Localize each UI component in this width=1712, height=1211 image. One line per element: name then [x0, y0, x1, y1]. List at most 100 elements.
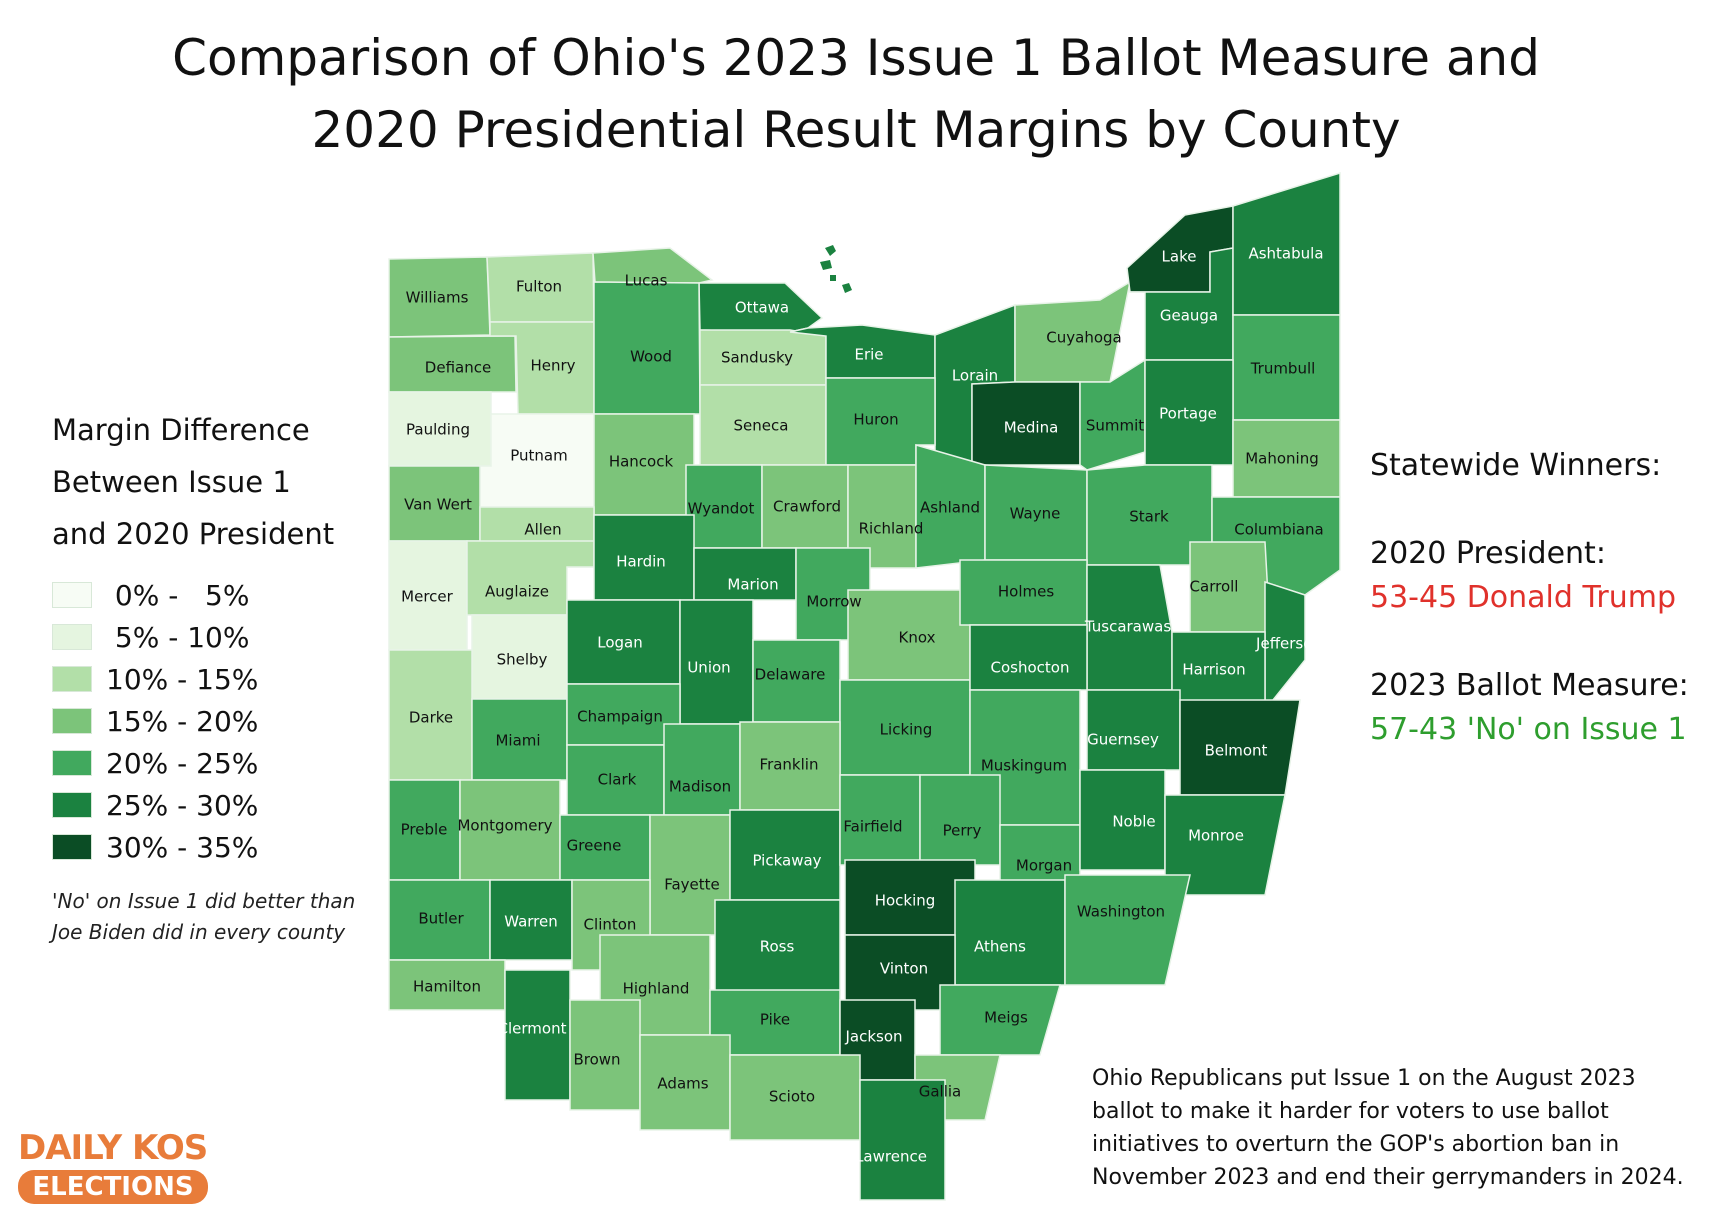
title-line-1: Comparison of Ohio's 2023 Issue 1 Ballot… [172, 29, 1540, 87]
county-label-miami: Miami [495, 732, 540, 750]
county-label-shelby: Shelby [497, 651, 548, 669]
county-label-carroll: Carroll [1190, 578, 1239, 596]
legend-item: 15% - 20% [52, 700, 372, 742]
county-label-vinton: Vinton [880, 960, 928, 978]
legend-label: 20% - 25% [106, 746, 259, 780]
county-label-lucas: Lucas [625, 272, 668, 290]
county-label-harrison: Harrison [1182, 661, 1245, 679]
county-jefferson [1264, 580, 1306, 713]
county-label-huron: Huron [853, 411, 898, 429]
county-label-medina: Medina [1004, 419, 1059, 437]
county-label-lorain: Lorain [952, 367, 998, 385]
legend-note-line: 'No' on Issue 1 did better than [52, 889, 356, 913]
county-lawrence [859, 1079, 946, 1201]
county-label-putnam: Putnam [510, 447, 567, 465]
county-label-hamilton: Hamilton [413, 978, 481, 996]
county-athens [954, 879, 1066, 986]
legend-swatch [52, 708, 92, 734]
county-layer [388, 171, 1341, 1201]
county-monroe [1164, 794, 1286, 896]
county-label-stark: Stark [1129, 508, 1169, 526]
county-label-richland: Richland [859, 520, 924, 538]
legend-label: 0% - 5% [106, 578, 250, 612]
county-label-clark: Clark [598, 771, 637, 789]
county-label-ashland: Ashland [920, 499, 980, 517]
county-label-delaware: Delaware [755, 666, 826, 684]
county-label-ross: Ross [760, 938, 795, 956]
county-label-fayette: Fayette [664, 876, 720, 894]
footnote-line: ballot to make it harder for voters to u… [1092, 1099, 1609, 1124]
county-label-noble: Noble [1112, 813, 1155, 831]
county-label-columbiana: Columbiana [1234, 521, 1324, 539]
county-label-wayne: Wayne [1010, 505, 1061, 523]
county-label-logan: Logan [597, 634, 643, 652]
county-label-athens: Athens [974, 938, 1026, 956]
footnote-line: Ohio Republicans put Issue 1 on the Augu… [1092, 1066, 1636, 1091]
legend-title: Margin Difference Between Issue 1 and 20… [52, 404, 372, 560]
county-label-scioto: Scioto [769, 1088, 815, 1106]
legend-label: 5% - 10% [106, 620, 250, 654]
county-coshocton [969, 624, 1088, 691]
county-lucas [592, 247, 714, 284]
county-label-sandusky: Sandusky [721, 349, 793, 367]
county-label-fulton: Fulton [516, 278, 562, 296]
county-label-pike: Pike [760, 1011, 790, 1029]
county-label-clermont: Clermont [498, 1020, 567, 1038]
county-label-meigs: Meigs [984, 1009, 1028, 1027]
county-label-washington: Washington [1077, 903, 1165, 921]
county-label-fairfield: Fairfield [843, 818, 902, 836]
county-label-preble: Preble [401, 821, 448, 839]
president-result: 53-45 Donald Trump [1370, 580, 1677, 615]
legend-item: 10% - 15% [52, 658, 372, 700]
county-label-knox: Knox [899, 629, 936, 647]
county-label-summit: Summit [1086, 417, 1144, 435]
county-label-layer: Williams Fulton Lucas Ottawa Defiance Henry Wo… [401, 245, 1324, 1166]
legend-swatch [52, 834, 92, 860]
county-label-wyandot: Wyandot [688, 500, 755, 518]
legend-swatch [52, 792, 92, 818]
county-label-butler: Butler [418, 910, 464, 928]
county-label-paulding: Paulding [406, 421, 470, 439]
county-label-hancock: Hancock [609, 453, 674, 471]
county-label-morrow: Morrow [806, 593, 861, 611]
county-label-adams: Adams [657, 1075, 708, 1093]
legend-items: 0% - 5% 5% - 10% 10% - 15% 15% - 20% 20% - … [52, 574, 372, 868]
county-madison [663, 723, 741, 816]
county-label-warren: Warren [504, 913, 558, 931]
county-label-belmont: Belmont [1205, 742, 1268, 760]
county-label-franklin: Franklin [760, 756, 819, 774]
logo-top-text: DAILY KOS [18, 1128, 208, 1168]
county-label-trumbull: Trumbull [1250, 360, 1316, 378]
county-label-seneca: Seneca [734, 417, 789, 435]
county-meigs [939, 984, 1061, 1056]
county-label-holmes: Holmes [998, 583, 1054, 601]
county-label-perry: Perry [943, 822, 982, 840]
legend-item: 30% - 35% [52, 826, 372, 868]
county-defiance [388, 335, 517, 393]
legend-item: 20% - 25% [52, 742, 372, 784]
county-label-muskingum: Muskingum [981, 757, 1067, 775]
measure-result: 57-43 'No' on Issue 1 [1370, 712, 1687, 747]
title-line-2: 2020 Presidential Result Margins by Coun… [311, 101, 1401, 159]
county-label-auglaize: Auglaize [485, 583, 549, 601]
map-title: Comparison of Ohio's 2023 Issue 1 Ballot… [0, 22, 1712, 166]
county-label-monroe: Monroe [1188, 827, 1244, 845]
legend-label: 15% - 20% [106, 704, 259, 738]
county-label-highland: Highland [623, 980, 690, 998]
footnote: Ohio Republicans put Issue 1 on the Augu… [1092, 1062, 1702, 1194]
statewide-winners: Statewide Winners: 2020 President: 53-45… [1370, 444, 1700, 752]
county-label-wood: Wood [630, 348, 672, 366]
county-label-lawrence: Lawrence [855, 1148, 927, 1166]
legend-label: 30% - 35% [106, 830, 259, 864]
county-label-clinton: Clinton [584, 916, 637, 934]
county-label-montgomery: Montgomery [457, 817, 552, 835]
county-label-champaign: Champaign [577, 708, 663, 726]
county-label-tuscarawas: Tuscarawas [1084, 618, 1171, 636]
legend-label: 25% - 30% [106, 788, 259, 822]
county-label-ottawa: Ottawa [735, 299, 789, 317]
county-label-coshocton: Coshocton [991, 659, 1070, 677]
county-washington [1064, 874, 1191, 986]
legend-item: 5% - 10% [52, 616, 372, 658]
county-label-erie: Erie [854, 346, 883, 364]
county-label-geauga: Geauga [1160, 307, 1218, 325]
